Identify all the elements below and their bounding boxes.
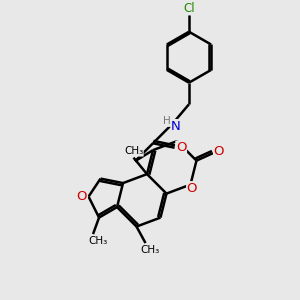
Text: N: N	[171, 120, 181, 133]
Text: O: O	[214, 145, 224, 158]
Text: Cl: Cl	[183, 2, 195, 15]
Text: CH₃: CH₃	[140, 244, 160, 255]
Text: O: O	[187, 182, 197, 195]
Text: O: O	[176, 141, 186, 154]
Text: O: O	[77, 190, 87, 203]
Text: H: H	[163, 116, 171, 126]
Text: CH₃: CH₃	[88, 236, 107, 246]
Text: CH₃: CH₃	[124, 146, 143, 156]
